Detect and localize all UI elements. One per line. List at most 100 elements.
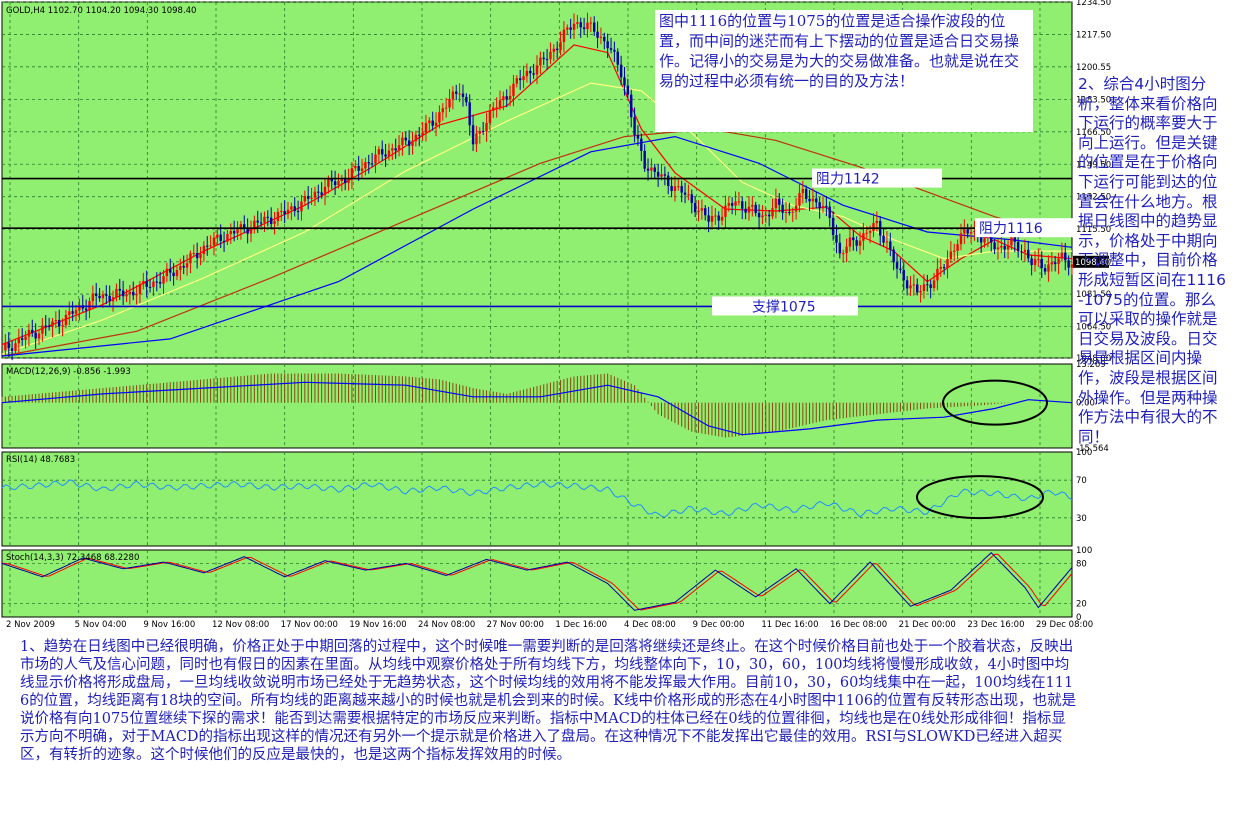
candle-body — [1064, 252, 1067, 261]
candle-body — [1053, 262, 1057, 265]
macd-title: MACD(12,26,9) -0.856 -1.993 — [6, 367, 131, 377]
candle-body — [562, 29, 566, 42]
candle-body — [818, 202, 821, 209]
candle-body — [105, 294, 108, 296]
level-label: 阻力1142 — [816, 172, 880, 188]
candle-body — [586, 22, 589, 30]
candle-body — [206, 245, 209, 247]
candle-body — [865, 232, 868, 234]
candle-body — [51, 321, 54, 327]
candle-body — [549, 51, 552, 60]
candle-body — [337, 181, 340, 186]
candle-body — [44, 325, 47, 327]
candle-body — [58, 320, 61, 327]
candle-body — [734, 201, 737, 206]
candle-body — [407, 140, 411, 146]
y-tick-label: -15.564 — [1076, 444, 1109, 454]
candle-body — [142, 281, 145, 285]
candle-body — [239, 224, 243, 230]
candle-body — [505, 96, 508, 100]
candle-body — [431, 120, 434, 126]
candle-body — [24, 336, 27, 340]
candle-body — [761, 215, 764, 218]
x-tick-label: 4 Dec 08:00 — [624, 620, 676, 630]
x-tick-label: 21 Dec 00:00 — [899, 620, 956, 630]
candle-body — [165, 268, 169, 277]
y-tick-label: 1166.50 — [1076, 128, 1111, 138]
y-tick-label: 1217.50 — [1076, 30, 1111, 40]
candle-body — [280, 210, 283, 212]
candle-body — [959, 233, 963, 245]
candle-body — [152, 281, 155, 288]
candle-body — [71, 311, 74, 314]
candle-body — [212, 237, 216, 246]
candle-body — [283, 210, 286, 215]
candle-body — [667, 175, 670, 186]
candle-body — [485, 123, 488, 132]
candle-body — [300, 201, 303, 212]
candle-body — [384, 154, 387, 157]
candle-body — [172, 272, 175, 277]
candle-body — [192, 253, 195, 255]
level-label-box — [712, 296, 858, 316]
candle-body — [354, 165, 357, 169]
y-tick-label: 70 — [1076, 476, 1087, 486]
candle-body — [808, 198, 811, 202]
candle-body — [179, 265, 182, 271]
candle-body — [872, 223, 875, 232]
candle-body — [636, 135, 640, 139]
candle-body — [7, 342, 10, 349]
candle-body — [936, 268, 939, 281]
candle-body — [848, 237, 852, 247]
candle-body — [313, 191, 317, 198]
candle-body — [330, 178, 333, 182]
candle-body — [922, 284, 926, 291]
candle-body — [276, 211, 280, 222]
candle-body — [461, 93, 465, 97]
candle-body — [286, 209, 290, 215]
candle-body — [259, 222, 263, 224]
candle-body — [10, 348, 14, 351]
candle-body — [273, 221, 276, 224]
candle-body — [862, 233, 865, 241]
candle-body — [394, 148, 397, 151]
candle-body — [737, 201, 741, 203]
candle-body — [303, 196, 307, 202]
candle-body — [724, 205, 727, 217]
candle-body — [663, 174, 667, 176]
annotation-bottom: 1、趋势在日线图中已经很明确，价格正处于中期回落的过程中，这个时候唯一需要判断的… — [20, 639, 1077, 763]
candle-body — [182, 265, 185, 268]
x-tick-label: 9 Dec 00:00 — [693, 620, 745, 630]
candle-body — [926, 284, 929, 286]
x-tick-label: 11 Dec 16:00 — [761, 620, 818, 630]
candle-body — [367, 162, 370, 164]
candle-body — [939, 267, 942, 269]
candle-body — [1003, 245, 1006, 250]
candle-body — [54, 320, 58, 322]
candle-body — [784, 212, 788, 214]
candle-body — [512, 83, 515, 96]
candle-body — [730, 203, 734, 206]
candle-body — [518, 78, 522, 81]
candle-body — [78, 305, 81, 311]
candle-body — [801, 188, 805, 194]
candle-body — [199, 253, 202, 259]
candle-body — [458, 93, 461, 95]
candle-body — [357, 165, 360, 171]
candle-body — [747, 206, 751, 213]
candle-body — [162, 276, 165, 284]
candle-body — [616, 51, 619, 65]
candle-body — [804, 188, 808, 199]
candle-body — [831, 217, 835, 236]
y-tick-label: 100 — [1076, 546, 1092, 556]
candle-body — [185, 263, 189, 268]
candle-body — [1016, 241, 1020, 252]
candle-body — [448, 98, 451, 108]
candle-body — [539, 57, 542, 66]
candle-body — [710, 216, 714, 222]
candle-body — [953, 250, 956, 252]
candle-body — [27, 329, 31, 337]
candle-body — [1000, 245, 1003, 248]
candle-body — [700, 208, 704, 211]
candle-body — [189, 253, 192, 264]
